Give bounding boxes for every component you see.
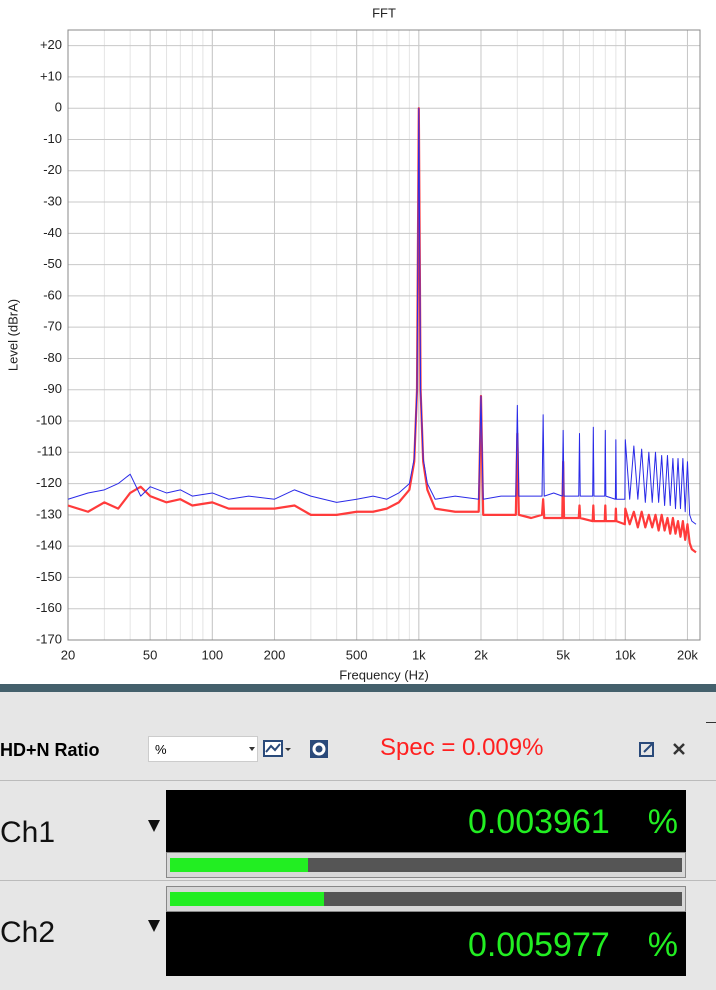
meter-fill [170, 858, 309, 872]
unit-select: % [155, 742, 167, 757]
meter-panel: HD+N Ratio % Spec = 0.009% Ch1 0.003961%… [0, 692, 716, 990]
y-tick-label: -20 [43, 162, 62, 177]
y-tick-label: -170 [36, 631, 62, 646]
y-tick-label: -80 [43, 350, 62, 365]
row-border [0, 880, 716, 881]
splitter [0, 684, 716, 692]
value-display: 0.005977% [166, 912, 686, 976]
channel-name: Ch2 [0, 916, 56, 949]
channel-name: Ch1 [0, 816, 56, 849]
y-tick-label: -60 [43, 287, 62, 302]
x-tick-label: 1k [412, 647, 426, 662]
y-tick-label: -40 [43, 225, 62, 240]
series-line [67, 107, 697, 525]
x-tick-label: 50 [143, 647, 157, 662]
x-axis-label: Frequency (Hz) [339, 667, 429, 682]
y-tick-label: -120 [36, 475, 62, 490]
y-tick-label: -140 [36, 538, 62, 553]
x-tick-label: 2k [474, 647, 488, 662]
x-tick-label: 100 [201, 647, 223, 662]
y-tick-label: +20 [40, 37, 62, 52]
x-tick-label: 5k [556, 647, 570, 662]
y-tick-label: -50 [43, 256, 62, 271]
y-tick-label: -150 [36, 569, 62, 584]
row-border [0, 780, 716, 781]
channel-arrow[interactable] [148, 920, 160, 932]
y-tick-label: -10 [43, 131, 62, 146]
y-tick-label: -70 [43, 319, 62, 334]
toolbar-icons[interactable] [262, 738, 336, 760]
grid [67, 30, 700, 641]
chart-title: FFT [372, 5, 396, 20]
y-tick-label: +10 [40, 68, 62, 83]
value-display: 0.003961% [166, 790, 686, 852]
divider [706, 722, 716, 723]
y-tick-label: -30 [43, 193, 62, 208]
chart: FFT Frequency (Hz) Level (dBrA) 20 50 100 2… [5, 5, 701, 682]
x-tick-label: 10k [615, 647, 636, 662]
meter [166, 886, 686, 912]
meter-fill [170, 892, 324, 906]
x-tick-label: 200 [264, 647, 286, 662]
value: 0.005977 [467, 926, 610, 964]
y-axis-label: Level (dBrA) [5, 299, 20, 371]
unit: % [647, 803, 678, 841]
spec-label: Spec = 0.009% [380, 734, 544, 761]
dropdown-arrow [249, 747, 255, 751]
unit: % [647, 926, 678, 964]
series-line [67, 107, 697, 554]
y-tick-label: -160 [36, 600, 62, 615]
x-tick-label: 20k [677, 647, 698, 662]
window-icons[interactable] [634, 740, 694, 760]
panel-title: HD+N Ratio [0, 740, 100, 760]
x-tick-label: 500 [346, 647, 368, 662]
meter [166, 852, 686, 878]
channel-arrow[interactable] [148, 820, 160, 832]
plot-area [67, 29, 701, 641]
x-tick-label: 20 [61, 647, 75, 662]
y-tick-label: -110 [37, 444, 62, 459]
y-tick-label: -100 [36, 412, 62, 427]
unit-dropdown[interactable]: % [148, 736, 258, 762]
y-tick-label: -90 [43, 381, 62, 396]
y-tick-label: 0 [55, 100, 62, 115]
value: 0.003961 [467, 803, 610, 841]
y-tick-label: -130 [36, 506, 62, 521]
